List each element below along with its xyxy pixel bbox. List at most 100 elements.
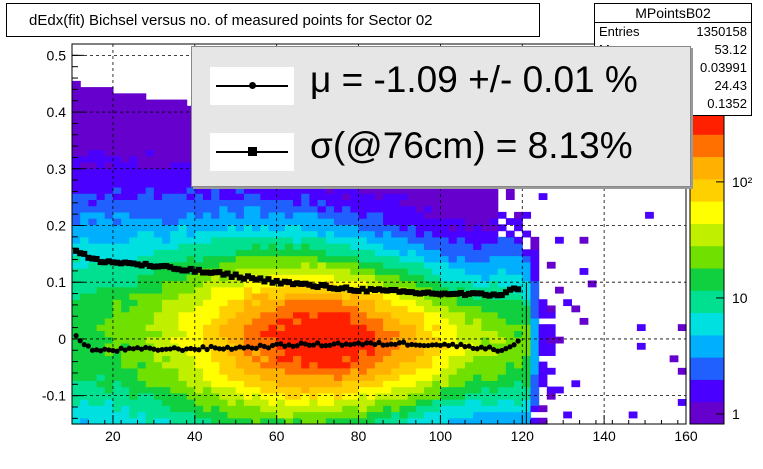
mu-data-point <box>425 342 431 349</box>
sigma-data-point <box>273 277 280 284</box>
mu-data-point <box>151 346 157 352</box>
mu-data-point <box>466 343 472 349</box>
mu-data-point <box>184 346 190 352</box>
square-marker-icon <box>248 147 257 156</box>
sigma-data-point <box>73 247 80 254</box>
sigma-data-point <box>130 260 137 267</box>
sigma-data-point <box>376 286 382 293</box>
mu-data-point <box>351 341 358 347</box>
mu-data-point <box>429 342 435 348</box>
mu-data-point <box>269 342 276 349</box>
sigma-data-point <box>109 259 116 266</box>
colorbar-segment <box>690 401 724 425</box>
sigma-data-point <box>384 287 391 294</box>
colorbar-segment <box>690 312 724 336</box>
sigma-data-point <box>224 270 231 277</box>
mu-data-point <box>237 344 243 350</box>
mu-data-point <box>290 343 296 349</box>
sigma-data-point <box>404 289 411 296</box>
sigma-data-point <box>306 281 313 288</box>
sigma-data-point <box>486 292 493 299</box>
sigma-data-point <box>187 265 194 272</box>
mu-data-point <box>126 345 132 351</box>
plot-title-box: dEdx(fit) Bichsel versus no. of measured… <box>6 3 540 37</box>
sigma-data-point <box>265 276 272 283</box>
mu-data-point <box>380 342 386 348</box>
sigma-data-point <box>429 290 436 297</box>
mu-data-point <box>310 342 317 348</box>
mu-data-point <box>515 338 521 344</box>
sigma-data-point <box>322 282 329 289</box>
sigma-data-point <box>138 262 145 269</box>
colorbar-segment <box>690 201 724 224</box>
colorbar-segment <box>690 334 724 358</box>
x-tick-label: 20 <box>105 428 121 444</box>
mu-data-point <box>294 343 300 349</box>
series-sigma <box>73 247 522 299</box>
mu-data-point <box>396 340 403 346</box>
sigma-data-point <box>105 258 112 265</box>
sigma-data-point <box>212 269 219 276</box>
sigma-data-point <box>461 291 468 298</box>
sigma-data-point <box>298 280 305 287</box>
sigma-data-point <box>175 266 182 273</box>
sigma-data-point <box>179 267 186 274</box>
sigma-data-point <box>220 271 227 278</box>
sigma-data-point <box>412 290 419 297</box>
sigma-data-point <box>416 290 423 297</box>
sigma-data-point <box>240 275 247 282</box>
sigma-data-point <box>515 286 522 293</box>
mu-data-point <box>417 342 423 348</box>
sigma-data-point <box>392 287 399 294</box>
sigma-data-point <box>253 276 260 283</box>
mu-data-point <box>81 342 87 348</box>
stats-value: 0.1352 <box>707 96 747 111</box>
mu-data-point <box>364 340 370 346</box>
mu-data-point <box>319 343 325 349</box>
sigma-data-point <box>281 278 288 285</box>
mu-data-point <box>486 344 493 350</box>
mu-data-point <box>106 347 112 353</box>
mu-data-point <box>302 341 308 347</box>
mu-data-point <box>421 342 427 349</box>
mu-data-point <box>368 340 374 346</box>
sigma-data-point <box>502 289 509 296</box>
mu-data-point <box>204 346 210 353</box>
sigma-data-point <box>371 286 378 293</box>
sigma-data-point <box>204 269 211 276</box>
mu-data-point <box>233 345 239 351</box>
mu-data-point <box>511 342 517 348</box>
sigma-data-point <box>269 279 276 286</box>
sigma-data-point <box>326 284 333 291</box>
mu-data-point <box>372 341 378 348</box>
mu-data-point <box>220 346 227 352</box>
mu-data-point <box>77 338 83 344</box>
x-tick-label: 100 <box>429 428 453 444</box>
mu-data-point <box>298 340 304 346</box>
sigma-data-point <box>85 254 92 261</box>
sigma-data-point <box>195 266 202 273</box>
sigma-data-point <box>400 288 407 295</box>
x-tick-label: 160 <box>674 428 698 444</box>
sigma-data-point <box>191 268 198 275</box>
mu-data-point <box>495 348 501 354</box>
sigma-data-point <box>335 286 342 293</box>
sigma-data-point <box>142 260 149 267</box>
stats-value: 24.43 <box>714 78 747 93</box>
stats-value: 0.03991 <box>700 60 747 75</box>
mu-data-point <box>249 345 255 351</box>
stats-value: 53.12 <box>714 42 747 57</box>
stats-value: 1350158 <box>696 24 747 39</box>
mu-data-point <box>331 341 337 347</box>
sigma-data-point <box>150 263 157 270</box>
stats-row-entries: Entries 1350158 <box>595 23 751 41</box>
sigma-data-point <box>396 288 403 295</box>
sigma-data-point <box>470 290 477 297</box>
mu-data-point <box>216 346 222 352</box>
sigma-data-point <box>363 288 370 295</box>
mu-data-point <box>437 342 443 349</box>
mu-data-point <box>224 344 231 350</box>
circle-marker-icon <box>249 82 256 89</box>
sigma-data-point <box>408 289 415 296</box>
